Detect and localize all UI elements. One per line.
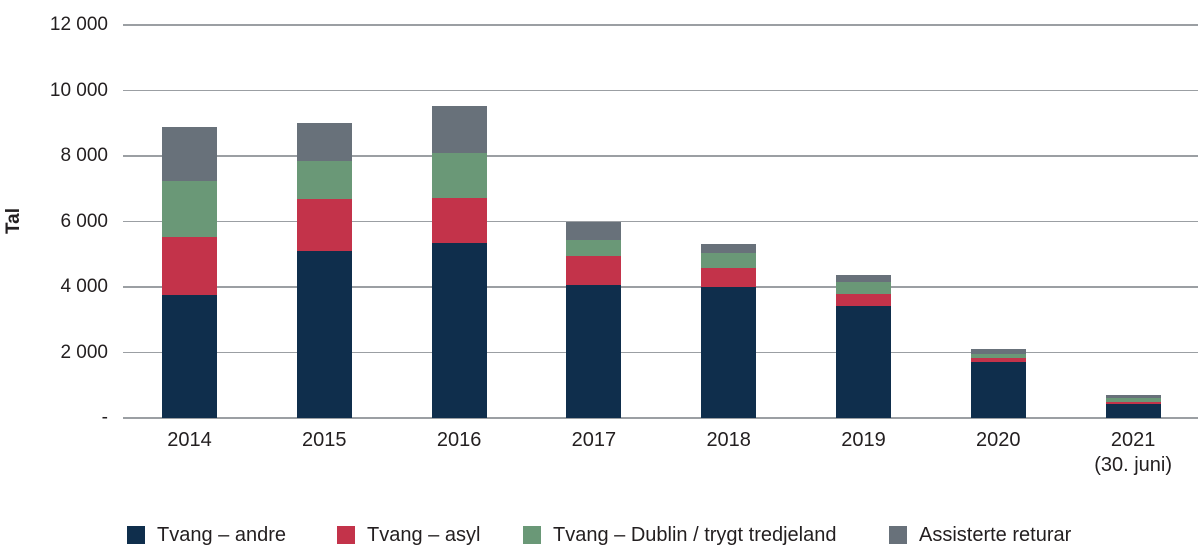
bar-segment <box>566 256 622 286</box>
x-axis-label: 2018 <box>706 428 751 453</box>
bar-segment <box>431 105 487 153</box>
bar-segment <box>296 160 352 199</box>
bar-segment <box>162 180 217 237</box>
bar-segment <box>162 236 217 295</box>
y-tick-label: 2 000 <box>60 341 108 363</box>
x-axis-label: 2019 <box>841 428 886 453</box>
bar-segment <box>162 294 217 418</box>
bar-segment <box>296 250 352 418</box>
legend-label: Tvang – andre <box>157 524 286 546</box>
bar-segment <box>970 353 1026 358</box>
y-tick-label: - <box>101 407 108 428</box>
y-axis-tick-labels: - 2 000 4 000 6 000 8 000 10 000 12 000 <box>0 14 108 428</box>
bar-segment <box>701 287 757 418</box>
bar-segment <box>1105 403 1161 418</box>
y-tick-label: 10 000 <box>49 79 108 101</box>
x-axis-label-year: 2020 <box>976 429 1021 451</box>
legend-item: Tvang – Dublin / trygt tredjeland <box>523 524 837 546</box>
legend-item: Tvang – andre <box>127 524 286 546</box>
bar-segment <box>970 362 1026 418</box>
x-axis-label-year: 2015 <box>302 429 347 451</box>
bar-segment <box>296 198 352 251</box>
y-tick-label: 8 000 <box>60 145 108 166</box>
bar-2016 <box>431 105 487 418</box>
legend: Tvang – andre Tvang – asyl Tvang – Dublin … <box>0 524 1200 550</box>
legend-swatch-icon <box>127 526 145 544</box>
x-axis-label-year: 2021 <box>1110 429 1156 451</box>
bar-segment <box>566 285 622 418</box>
bar-segment <box>701 268 757 287</box>
legend-item: Tvang – asyl <box>337 524 480 546</box>
x-axis-label-sub: (30. juni) <box>1094 454 1172 476</box>
bar-segment <box>431 243 487 418</box>
gridline-y-10000 <box>123 89 1198 92</box>
gridline-y-0 <box>123 417 1198 419</box>
gridline-y-4000 <box>123 286 1198 288</box>
bar-segment <box>836 275 891 283</box>
x-axis-label-year: 2018 <box>706 429 751 451</box>
bar-segment <box>566 240 622 257</box>
x-axis-label-year: 2017 <box>571 429 617 451</box>
bar-2014 <box>162 126 217 418</box>
x-axis-label: 2021 (30. juni) <box>1094 428 1172 478</box>
bar-segment <box>970 357 1026 362</box>
x-axis-label-year: 2014 <box>167 429 212 451</box>
gridline-y-8000 <box>123 155 1198 157</box>
bar-segment <box>296 123 352 161</box>
bar-2017 <box>566 221 622 418</box>
bar-segment <box>431 197 487 244</box>
bar-segment <box>1105 398 1161 402</box>
y-tick-label: 6 000 <box>60 210 108 232</box>
x-axis-label: 2015 <box>302 428 347 453</box>
x-axis-label: 2014 <box>167 428 212 453</box>
gridline-y-2000 <box>123 351 1198 354</box>
plot-area <box>123 24 1198 419</box>
bar-segment <box>701 253 757 269</box>
legend-swatch-icon <box>337 526 355 544</box>
y-tick-label: 12 000 <box>49 14 108 35</box>
legend-swatch-icon <box>523 526 541 544</box>
x-axis-label: 2020 <box>976 428 1021 453</box>
bar-2018 <box>701 244 757 418</box>
legend-item: Assisterte returar <box>889 524 1071 546</box>
bar-2021 <box>1105 394 1161 418</box>
x-axis-label-year: 2019 <box>841 429 886 451</box>
x-axis-label: 2017 <box>572 428 617 453</box>
bar-segment <box>836 306 891 418</box>
bar-segment <box>701 244 757 254</box>
bar-segment <box>162 126 217 181</box>
bar-2020 <box>970 348 1026 418</box>
bar-segment <box>836 293 891 306</box>
bar-2015 <box>296 123 352 418</box>
legend-swatch-icon <box>889 526 907 544</box>
legend-label: Assisterte returar <box>919 524 1072 546</box>
y-tick-label: 4 000 <box>60 276 108 297</box>
bar-2019 <box>836 275 891 418</box>
bar-segment <box>566 221 622 241</box>
x-axis-label: 2016 <box>437 428 482 453</box>
bar-segment <box>970 348 1026 354</box>
bar-segment <box>431 152 487 198</box>
x-axis-label-year: 2016 <box>436 429 482 451</box>
legend-label: Tvang – asyl <box>367 524 481 546</box>
gridline-y-12000 <box>123 24 1198 26</box>
gridline-y-6000 <box>123 220 1198 223</box>
bar-segment <box>1105 401 1161 404</box>
bar-segment <box>1105 394 1161 399</box>
bar-segment <box>836 282 891 294</box>
legend-label: Tvang – Dublin / trygt tredjeland <box>553 524 837 546</box>
